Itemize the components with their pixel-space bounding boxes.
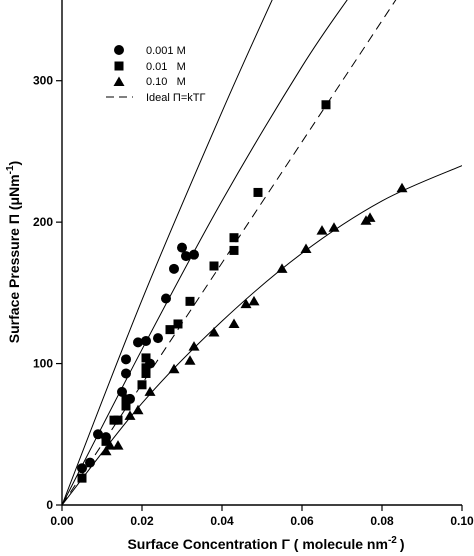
- legend-label-0.10M: 0.10 M: [146, 76, 186, 88]
- square-point-1-4: [121, 401, 131, 411]
- x-tick-label: 0.00: [50, 514, 74, 528]
- fitted-curve-2: [62, 165, 462, 505]
- square-point-1-1: [101, 436, 111, 446]
- triangle-point-2-19: [396, 182, 408, 193]
- triangle-point-2-9: [208, 326, 220, 337]
- triangle-point-2-0: [100, 445, 112, 456]
- y-tick-label: 0: [46, 498, 53, 512]
- square-point-1-9: [141, 353, 151, 363]
- y-ticks: 0 100 200 300: [33, 74, 62, 512]
- triangle-point-2-4: [132, 404, 144, 415]
- triangle-point-2-15: [316, 225, 328, 235]
- triangle-point-2-8: [188, 341, 200, 351]
- x-tick-label: 0.04: [210, 514, 234, 528]
- circle-point-0-13: [169, 263, 179, 274]
- legend-marker-circle: [114, 45, 124, 55]
- legend-label-0.01M: 0.01 M: [146, 61, 186, 73]
- triangle-point-2-2: [112, 440, 124, 450]
- fitted-curves: [62, 0, 462, 505]
- x-axis-title-main: Surface Concentration Γ ( molecule nm: [127, 536, 387, 552]
- square-point-1-11: [173, 319, 183, 329]
- square-point-1-5: [121, 394, 131, 404]
- triangle-point-2-10: [228, 318, 240, 328]
- legend-marker-square: [114, 61, 124, 71]
- triangle-point-2-13: [276, 263, 288, 273]
- triangle-point-2-1: [104, 440, 116, 450]
- legend-marker-triangle: [113, 76, 125, 86]
- circle-point-0-12: [161, 293, 171, 304]
- triangle-point-2-5: [144, 386, 156, 396]
- x-axis-title-sup: -2: [388, 535, 397, 546]
- x-axis-title-end: ): [400, 536, 405, 552]
- legend-label-ideal: Ideal Π=kTΓ: [146, 92, 206, 104]
- y-axis-title-sup: -1: [5, 165, 16, 174]
- circle-point-0-4: [117, 386, 127, 397]
- square-point-1-6: [137, 380, 147, 390]
- x-axis-title: Surface Concentration Γ ( molecule nm-2): [127, 535, 404, 552]
- fitted-curve-0: [62, 0, 273, 505]
- data-markers: [77, 100, 408, 483]
- y-tick-label: 300: [33, 74, 53, 88]
- triangle-point-2-14: [300, 243, 312, 254]
- circle-point-0-11: [153, 333, 163, 344]
- circle-point-0-9: [141, 335, 151, 346]
- triangle-point-2-3: [124, 410, 136, 420]
- square-point-1-8: [141, 363, 151, 373]
- circle-point-0-0: [77, 463, 87, 474]
- square-point-1-12: [185, 296, 195, 306]
- x-tick-label: 0.08: [370, 514, 394, 528]
- x-ticks: 0.00 0.02 0.04 0.06 0.08 0.10: [50, 505, 474, 528]
- legend: 0.001 M 0.01 M 0.10 M Ideal Π=kTΓ: [106, 45, 206, 104]
- square-point-1-3: [113, 415, 123, 425]
- ideal-line-group: [62, 0, 397, 505]
- x-tick-label: 0.02: [130, 514, 154, 528]
- y-axis-title-main: Surface Pressure Π (μNm: [6, 174, 22, 343]
- square-point-1-0: [77, 473, 87, 483]
- fitted-curve-1: [62, 0, 348, 505]
- circle-point-0-14: [177, 242, 187, 253]
- square-point-1-15: [229, 233, 239, 243]
- circle-point-0-2: [93, 429, 103, 440]
- triangle-point-2-7: [184, 355, 196, 365]
- y-axis-title-end: ): [6, 161, 22, 166]
- circle-point-0-8: [133, 337, 143, 348]
- circle-point-0-16: [189, 249, 199, 260]
- circle-point-0-1: [85, 457, 95, 468]
- square-point-1-7: [141, 368, 151, 378]
- ideal-line: [62, 0, 397, 505]
- triangle-point-2-12: [248, 295, 260, 306]
- circle-point-0-5: [121, 368, 131, 379]
- x-tick-label: 0.10: [450, 514, 474, 528]
- square-point-1-17: [321, 100, 331, 110]
- y-axis-title: Surface Pressure Π (μNm-1): [5, 161, 22, 343]
- triangle-point-2-18: [364, 212, 376, 222]
- plot-frame: [61, 0, 462, 506]
- circle-point-0-15: [181, 251, 191, 262]
- square-point-1-14: [229, 245, 239, 255]
- square-point-1-10: [165, 325, 175, 335]
- square-point-1-16: [253, 187, 263, 197]
- triangle-point-2-6: [168, 363, 180, 374]
- y-tick-label: 100: [33, 357, 53, 371]
- circle-point-0-6: [121, 354, 131, 365]
- square-point-1-13: [209, 261, 219, 271]
- triangle-point-2-11: [240, 298, 252, 309]
- triangle-point-2-16: [328, 222, 340, 232]
- x-tick-label: 0.06: [290, 514, 314, 528]
- y-tick-label: 200: [33, 215, 53, 229]
- legend-label-0.001M: 0.001 M: [146, 45, 186, 57]
